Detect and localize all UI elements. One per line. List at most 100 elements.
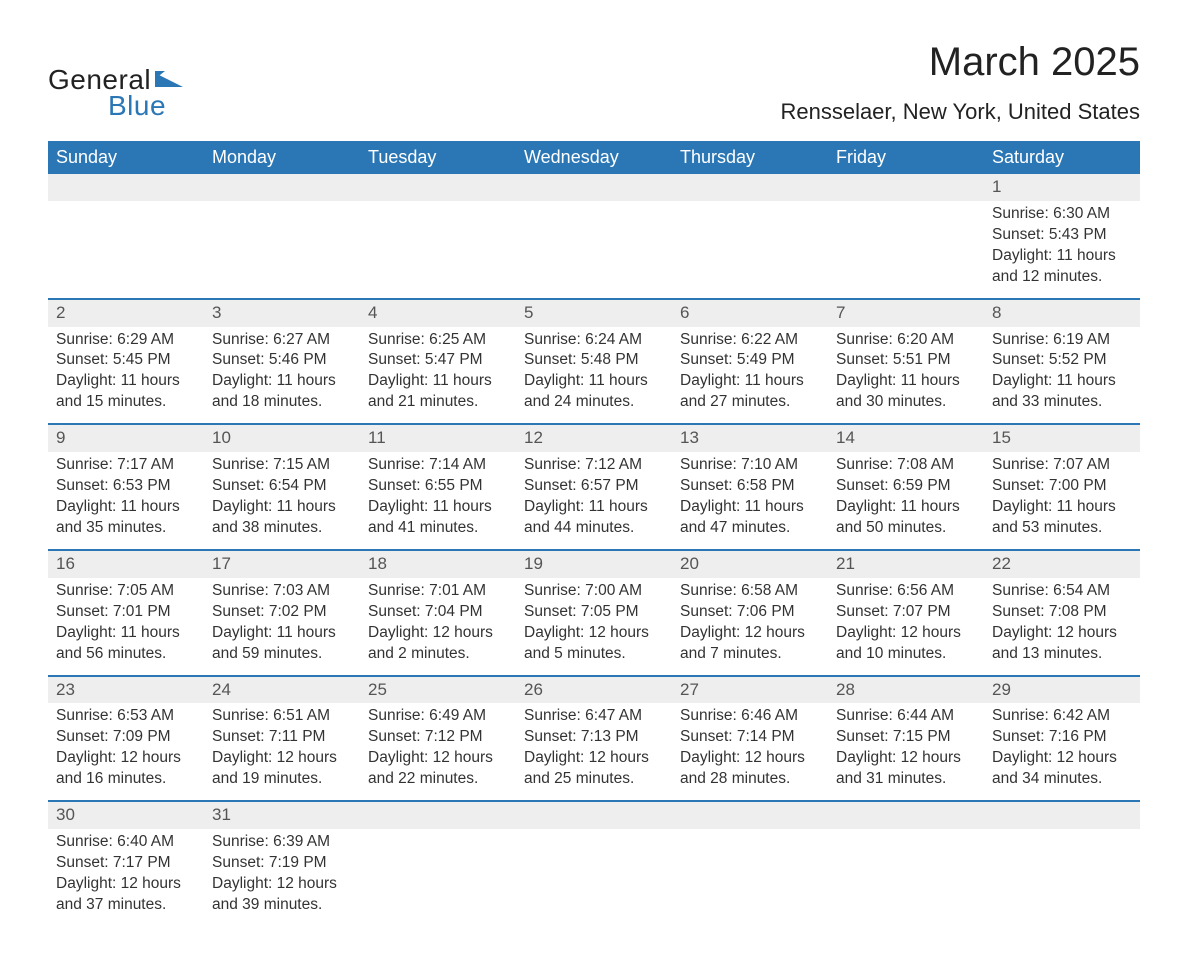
month-title: March 2025 [780,40,1140,85]
day-number [516,174,672,201]
day-number: 14 [828,424,984,452]
day-content-row: Sunrise: 6:40 AMSunset: 7:17 PMDaylight:… [48,829,1140,926]
day-cell: Sunrise: 6:44 AMSunset: 7:15 PMDaylight:… [828,703,984,801]
day-number: 29 [984,676,1140,704]
day-number: 6 [672,299,828,327]
weekday-header: Monday [204,141,360,174]
day-number: 8 [984,299,1140,327]
day-number: 7 [828,299,984,327]
day-number [48,174,204,201]
day-number: 15 [984,424,1140,452]
day-number: 9 [48,424,204,452]
day-cell: Sunrise: 6:51 AMSunset: 7:11 PMDaylight:… [204,703,360,801]
day-number: 13 [672,424,828,452]
day-number: 4 [360,299,516,327]
day-content-row: Sunrise: 6:30 AMSunset: 5:43 PMDaylight:… [48,201,1140,299]
day-number-row: 2345678 [48,299,1140,327]
day-number [204,174,360,201]
day-cell: Sunrise: 7:03 AMSunset: 7:02 PMDaylight:… [204,578,360,676]
day-cell: Sunrise: 7:00 AMSunset: 7:05 PMDaylight:… [516,578,672,676]
day-number: 2 [48,299,204,327]
calendar-header-row: SundayMondayTuesdayWednesdayThursdayFrid… [48,141,1140,174]
day-number-row: 9101112131415 [48,424,1140,452]
day-number: 5 [516,299,672,327]
day-number: 19 [516,550,672,578]
day-number: 26 [516,676,672,704]
day-cell: Sunrise: 6:24 AMSunset: 5:48 PMDaylight:… [516,327,672,425]
day-number-row: 3031 [48,801,1140,829]
day-cell: Sunrise: 7:07 AMSunset: 7:00 PMDaylight:… [984,452,1140,550]
day-number: 10 [204,424,360,452]
day-cell: Sunrise: 7:08 AMSunset: 6:59 PMDaylight:… [828,452,984,550]
day-content-row: Sunrise: 6:29 AMSunset: 5:45 PMDaylight:… [48,327,1140,425]
day-number [672,174,828,201]
day-cell: Sunrise: 6:46 AMSunset: 7:14 PMDaylight:… [672,703,828,801]
day-cell [204,201,360,299]
day-number-row: 16171819202122 [48,550,1140,578]
day-number: 21 [828,550,984,578]
day-cell: Sunrise: 6:20 AMSunset: 5:51 PMDaylight:… [828,327,984,425]
day-number [672,801,828,829]
day-cell: Sunrise: 6:49 AMSunset: 7:12 PMDaylight:… [360,703,516,801]
day-cell: Sunrise: 7:17 AMSunset: 6:53 PMDaylight:… [48,452,204,550]
day-cell [672,201,828,299]
day-number: 28 [828,676,984,704]
logo-text-blue: Blue [108,90,166,122]
day-cell: Sunrise: 6:47 AMSunset: 7:13 PMDaylight:… [516,703,672,801]
weekday-header: Sunday [48,141,204,174]
day-cell: Sunrise: 6:30 AMSunset: 5:43 PMDaylight:… [984,201,1140,299]
day-cell [48,201,204,299]
day-cell: Sunrise: 7:05 AMSunset: 7:01 PMDaylight:… [48,578,204,676]
day-cell: Sunrise: 6:27 AMSunset: 5:46 PMDaylight:… [204,327,360,425]
calendar-table: SundayMondayTuesdayWednesdayThursdayFrid… [48,141,1140,926]
day-number: 1 [984,174,1140,201]
day-cell: Sunrise: 6:39 AMSunset: 7:19 PMDaylight:… [204,829,360,926]
day-cell: Sunrise: 6:56 AMSunset: 7:07 PMDaylight:… [828,578,984,676]
day-cell: Sunrise: 7:12 AMSunset: 6:57 PMDaylight:… [516,452,672,550]
day-cell: Sunrise: 6:53 AMSunset: 7:09 PMDaylight:… [48,703,204,801]
day-cell [360,829,516,926]
day-number [984,801,1140,829]
day-content-row: Sunrise: 6:53 AMSunset: 7:09 PMDaylight:… [48,703,1140,801]
day-number-row: 23242526272829 [48,676,1140,704]
day-number [360,174,516,201]
day-cell [984,829,1140,926]
day-cell [672,829,828,926]
day-cell: Sunrise: 7:15 AMSunset: 6:54 PMDaylight:… [204,452,360,550]
page-header: General Blue March 2025 Rensselaer, New … [48,40,1140,133]
day-cell [360,201,516,299]
day-content-row: Sunrise: 7:17 AMSunset: 6:53 PMDaylight:… [48,452,1140,550]
day-number: 16 [48,550,204,578]
day-number: 22 [984,550,1140,578]
day-number: 27 [672,676,828,704]
day-cell: Sunrise: 6:42 AMSunset: 7:16 PMDaylight:… [984,703,1140,801]
day-cell: Sunrise: 6:19 AMSunset: 5:52 PMDaylight:… [984,327,1140,425]
day-cell: Sunrise: 6:40 AMSunset: 7:17 PMDaylight:… [48,829,204,926]
day-number: 31 [204,801,360,829]
weekday-header: Saturday [984,141,1140,174]
day-number: 25 [360,676,516,704]
day-number: 17 [204,550,360,578]
weekday-header: Wednesday [516,141,672,174]
day-content-row: Sunrise: 7:05 AMSunset: 7:01 PMDaylight:… [48,578,1140,676]
weekday-header: Friday [828,141,984,174]
day-number [828,174,984,201]
day-cell [828,201,984,299]
location-subtitle: Rensselaer, New York, United States [780,99,1140,125]
day-number: 18 [360,550,516,578]
day-number: 24 [204,676,360,704]
day-cell: Sunrise: 6:25 AMSunset: 5:47 PMDaylight:… [360,327,516,425]
day-cell: Sunrise: 7:14 AMSunset: 6:55 PMDaylight:… [360,452,516,550]
day-cell: Sunrise: 7:01 AMSunset: 7:04 PMDaylight:… [360,578,516,676]
day-cell: Sunrise: 6:54 AMSunset: 7:08 PMDaylight:… [984,578,1140,676]
title-block: March 2025 Rensselaer, New York, United … [780,40,1140,133]
day-cell: Sunrise: 6:29 AMSunset: 5:45 PMDaylight:… [48,327,204,425]
day-number: 20 [672,550,828,578]
day-number [516,801,672,829]
day-number-row: 1 [48,174,1140,201]
day-number: 3 [204,299,360,327]
day-cell [828,829,984,926]
day-number [828,801,984,829]
day-number: 11 [360,424,516,452]
logo: General Blue [48,40,183,122]
